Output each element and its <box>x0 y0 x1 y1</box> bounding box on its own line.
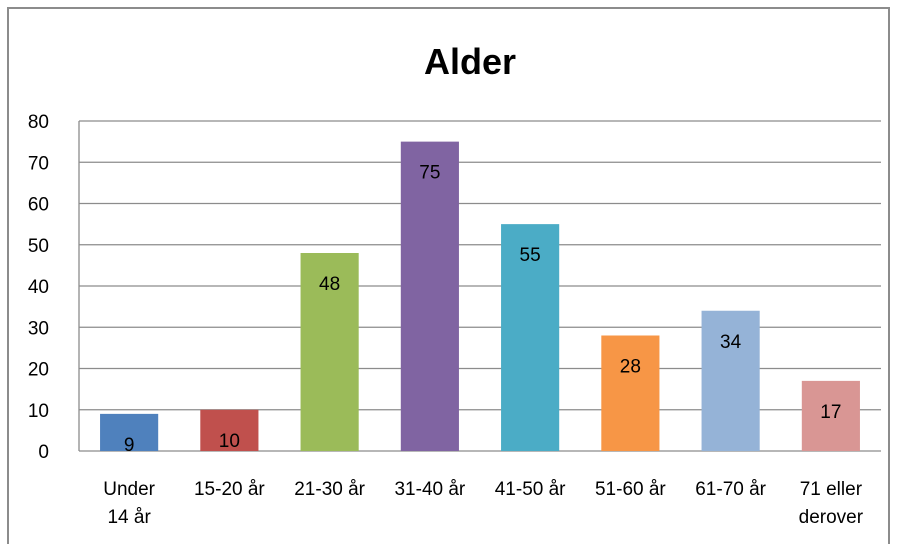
bar <box>801 380 860 451</box>
y-tick-label: 30 <box>28 318 49 339</box>
y-axis-tick-labels: 0 10 20 30 40 50 60 70 80 <box>28 112 49 463</box>
data-label: 34 <box>720 332 742 353</box>
data-labels: 9 10 48 75 55 28 34 17 <box>124 163 842 456</box>
data-label: 9 <box>124 435 135 456</box>
y-tick-label: 80 <box>28 112 49 133</box>
x-tick-label: 51-60 år <box>595 479 666 500</box>
bar <box>601 335 660 451</box>
data-label: 48 <box>319 274 340 295</box>
x-axis-tick-labels: Under 14 år 15-20 år 21-30 år 31-40 år 41-50 … <box>103 479 864 528</box>
x-tick-label: 71 eller <box>800 479 863 500</box>
bar <box>400 141 459 451</box>
bar <box>701 310 760 451</box>
y-tick-label: 70 <box>28 153 49 174</box>
bars <box>100 141 860 451</box>
x-tick-label: 31-40 år <box>394 479 465 500</box>
bar <box>300 253 359 451</box>
data-label: 75 <box>419 163 440 184</box>
x-tick-label: 61-70 år <box>695 479 766 500</box>
y-tick-label: 0 <box>38 442 49 463</box>
x-tick-label: 41-50 år <box>495 479 566 500</box>
x-tick-label: 14 år <box>107 507 151 528</box>
data-label: 17 <box>820 402 841 423</box>
x-tick-label: 21-30 år <box>294 479 365 500</box>
bar <box>501 224 560 451</box>
y-tick-label: 40 <box>28 277 49 298</box>
y-tick-label: 20 <box>28 360 49 381</box>
bar <box>200 409 259 451</box>
y-tick-label: 60 <box>28 195 49 216</box>
data-label: 55 <box>520 245 541 266</box>
x-tick-label: 15-20 år <box>194 479 265 500</box>
data-label: 10 <box>219 431 240 452</box>
y-tick-label: 50 <box>28 236 49 257</box>
data-label: 28 <box>620 357 641 378</box>
x-tick-label: derover <box>799 507 864 528</box>
y-tick-label: 10 <box>28 401 49 422</box>
x-tick-label: Under <box>103 479 155 500</box>
chart-title: Alder <box>424 41 516 82</box>
bar <box>100 413 159 451</box>
